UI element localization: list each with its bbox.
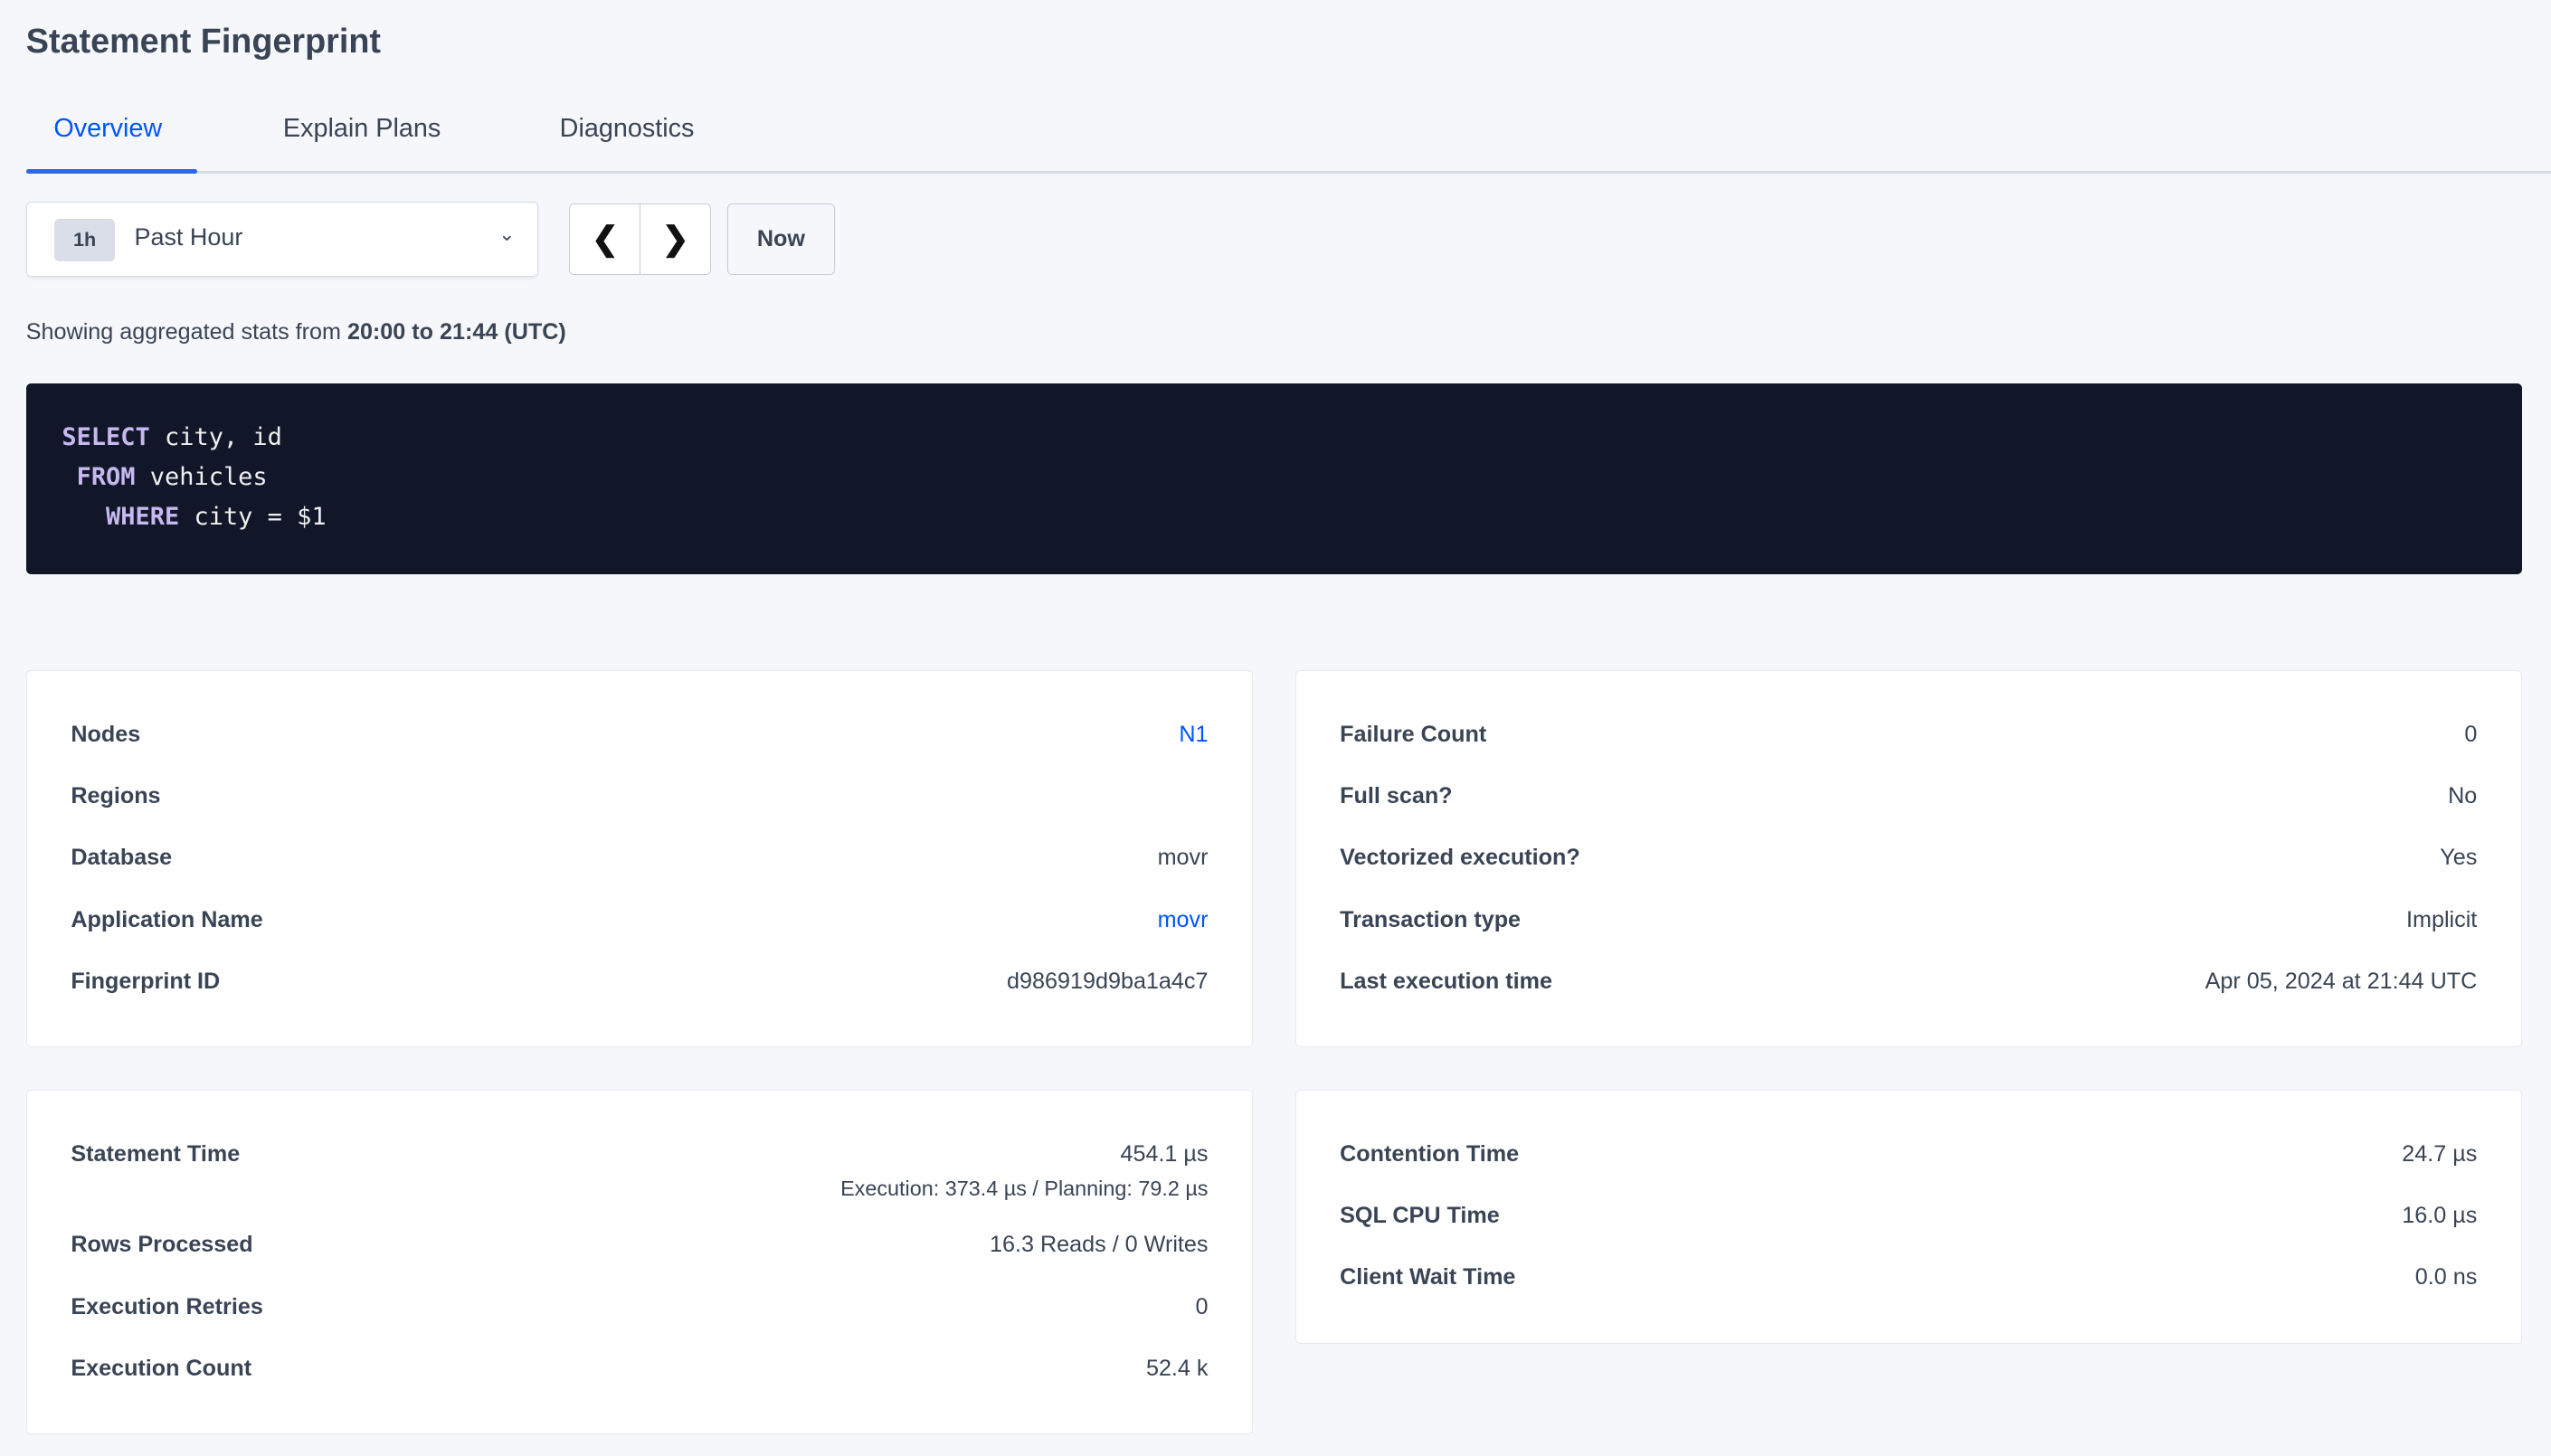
tab-diagnostics[interactable]: Diagnostics [559,113,695,143]
stat-value: 24.7 µs [2402,1140,2478,1167]
stat-subvalue: Execution: 373.4 µs / Planning: 79.2 µs [840,1177,1209,1201]
stat-label: Vectorized execution? [1340,845,1580,871]
stat-label: SQL CPU Time [1340,1203,1500,1229]
stat-label: Fingerprint ID [71,969,221,995]
stats-card-left: Statement Time 454.1 µs Execution: 373.4 µ… [25,1089,1254,1435]
stat-value: No [2448,783,2478,809]
stat-link[interactable]: N1 [1179,721,1209,747]
sql-indent [62,503,106,531]
chevron-down-icon: ⌄ [498,222,516,245]
stat-label: Contention Time [1340,1140,1520,1167]
sql-keyword: WHERE [106,502,180,531]
stat-label: Regions [71,783,161,809]
info-card-right: Failure Count 0 Full scan? No Vectorized exe… [1294,669,2522,1048]
stat-label: Full scan? [1340,783,1453,809]
sql-text: vehicles [135,462,268,491]
previous-time-button[interactable]: ❮ [570,204,640,274]
sql-line: WHERE city = $1 [62,502,327,531]
stat-label: Execution Retries [71,1293,263,1319]
stat-value: 0 [2464,721,2478,747]
sql-line: SELECT city, id [62,423,282,451]
stat-value: Yes [2440,845,2478,871]
stat-value: Implicit [2406,906,2478,932]
stat-label: Application Name [71,906,263,932]
stat-value: 454.1 µs [1120,1140,1209,1167]
stats-card-right: Contention Time 24.7 µs SQL CPU Time 16.0 µ… [1294,1089,2522,1344]
sql-keyword: SELECT [62,422,150,451]
stat-value: 52.4 k [1145,1356,1209,1382]
tab-bar: Overview Explain Plans Diagnostics [25,98,2551,175]
stat-value: 0 [1195,1293,1209,1319]
active-tab-indicator [25,169,197,175]
caption-prefix: Showing aggregated stats from [25,318,347,345]
stat-value: movr [1157,845,1209,871]
stat-label: Last execution time [1340,969,1552,995]
stat-value: 16.0 µs [2402,1203,2478,1229]
stat-label: Failure Count [1340,721,1487,747]
stat-value: Apr 05, 2024 at 21:44 UTC [2205,969,2478,995]
sql-statement-block: SELECT city, id FROM vehicles WHERE city… [25,383,2522,574]
chevron-right-icon: ❯ [661,220,689,258]
stat-value: 16.3 Reads / 0 Writes [990,1232,1209,1258]
stats-range-caption: Showing aggregated stats from 20:00 to 2… [26,319,566,345]
caption-range: 20:00 to 21:44 (UTC) [346,318,566,345]
time-nav-group: ❮ ❯ [569,203,712,276]
sql-line: FROM vehicles [62,462,268,491]
stat-label: Client Wait Time [1340,1264,1516,1291]
stat-label: Execution Count [71,1356,252,1382]
sql-indent [62,463,76,491]
stat-label: Transaction type [1340,906,1522,932]
stat-label: Statement Time [71,1140,241,1167]
chevron-left-icon: ❮ [591,220,619,258]
time-range-select[interactable]: 1h Past Hour ⌄ [25,202,539,277]
tab-explain-plans[interactable]: Explain Plans [282,113,441,143]
stat-value: d986919d9ba1a4c7 [1007,969,1209,995]
stat-value: 0.0 ns [2414,1264,2478,1291]
sql-keyword: FROM [76,462,136,491]
time-range-value: Past Hour [134,223,243,251]
sql-text: city = $1 [179,502,327,531]
info-card-left: Nodes N1 Regions Database movr Application Na… [25,669,1254,1048]
page-title: Statement Fingerprint [25,23,381,61]
stat-link[interactable]: movr [1157,906,1209,932]
stat-label: Database [71,845,173,871]
now-button[interactable]: Now [726,203,835,276]
tab-overview[interactable]: Overview [53,113,163,143]
stat-label: Nodes [71,721,141,747]
sql-text: city, id [149,422,282,451]
stat-label: Rows Processed [71,1232,253,1258]
time-range-badge: 1h [54,218,115,261]
next-time-button[interactable]: ❯ [640,203,710,275]
